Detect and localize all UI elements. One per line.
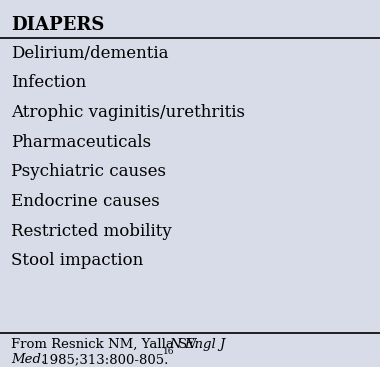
Text: N Engl J: N Engl J bbox=[169, 338, 225, 351]
Text: DIAPERS: DIAPERS bbox=[11, 16, 105, 34]
Text: Delirium/dementia: Delirium/dementia bbox=[11, 45, 169, 62]
Text: Atrophic vaginitis/urethritis: Atrophic vaginitis/urethritis bbox=[11, 104, 245, 121]
Text: Pharmaceuticals: Pharmaceuticals bbox=[11, 134, 152, 151]
Text: Restricted mobility: Restricted mobility bbox=[11, 223, 172, 240]
Text: Psychiatric causes: Psychiatric causes bbox=[11, 163, 166, 180]
Text: 1985;313:800-805.: 1985;313:800-805. bbox=[37, 353, 169, 366]
Text: 16: 16 bbox=[163, 347, 174, 356]
Text: Stool impaction: Stool impaction bbox=[11, 252, 144, 269]
Text: From Resnick NM, Yalla SV.: From Resnick NM, Yalla SV. bbox=[11, 338, 203, 351]
Text: Endocrine causes: Endocrine causes bbox=[11, 193, 160, 210]
Text: Med.: Med. bbox=[11, 353, 46, 366]
Text: Infection: Infection bbox=[11, 75, 87, 91]
